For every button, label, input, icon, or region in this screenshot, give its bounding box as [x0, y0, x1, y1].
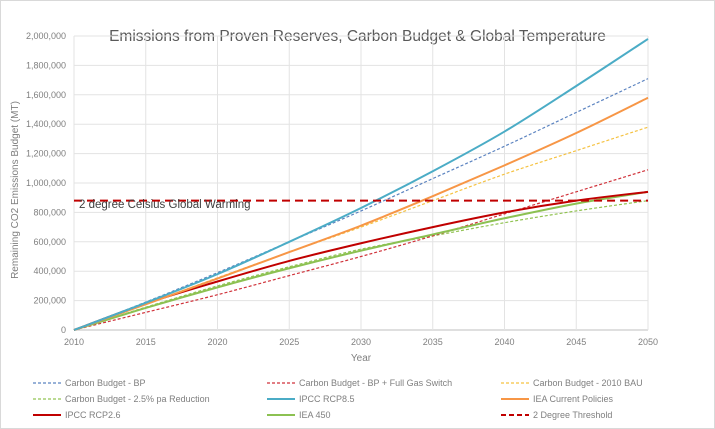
- series-lines: [73, 38, 649, 331]
- legend-label: Carbon Budget - BP + Full Gas Switch: [299, 378, 452, 388]
- legend-item: Carbon Budget - BP: [33, 378, 146, 388]
- legend-label: 2 Degree Threshold: [533, 410, 612, 420]
- x-tick-label: 2050: [638, 337, 658, 347]
- legend-item: Carbon Budget - 2.5% pa Reduction: [33, 394, 210, 404]
- series-line-iea-450: [73, 190, 649, 331]
- legend-item: IEA Current Policies: [501, 394, 614, 404]
- legend-item: IPCC RCP8.5: [267, 394, 355, 404]
- series-line-iea-current-policies: [73, 96, 649, 331]
- y-tick-label: 1,000,000: [26, 178, 66, 188]
- legend-label: Carbon Budget - 2010 BAU: [533, 378, 643, 388]
- y-tick-label: 1,400,000: [26, 119, 66, 129]
- legend-item: IPCC RCP2.6: [33, 410, 121, 420]
- series-line-carbon-budget-2010-bau: [73, 126, 649, 331]
- x-tick-label: 2025: [279, 337, 299, 347]
- x-axis-ticks: 2010 2015 2020 2025 2030 2035 2040 2045 2050: [64, 337, 658, 347]
- y-tick-label: 200,000: [33, 296, 66, 306]
- x-tick-label: 2030: [351, 337, 371, 347]
- x-tick-label: 2035: [423, 337, 443, 347]
- threshold-annotation: 2 degree Celsius Global Warming: [79, 199, 251, 211]
- y-tick-label: 1,600,000: [26, 90, 66, 100]
- legend-label: IEA Current Policies: [533, 394, 614, 404]
- x-tick-label: 2040: [494, 337, 514, 347]
- series-line-carbon-budget-bp-full-gas-switch: [73, 169, 649, 331]
- legend-item: IEA 450: [267, 410, 331, 420]
- y-tick-label: 800,000: [33, 207, 66, 217]
- legend-item: Carbon Budget - 2010 BAU: [501, 378, 643, 388]
- legend-item: Carbon Budget - BP + Full Gas Switch: [267, 378, 452, 388]
- legend-label: Carbon Budget - 2.5% pa Reduction: [65, 394, 210, 404]
- y-axis-ticks: 0 200,000 400,000 600,000 800,000 1,000,000 1,…: [26, 31, 66, 335]
- y-tick-label: 600,000: [33, 237, 66, 247]
- series-line-carbon-budget-bp: [73, 78, 649, 331]
- y-axis-title: Remaining CO2 Emissions Budget (MT): [10, 101, 21, 279]
- legend-label: IPCC RCP8.5: [299, 394, 355, 404]
- legend-label: IEA 450: [299, 410, 331, 420]
- y-tick-label: 1,200,000: [26, 149, 66, 159]
- y-tick-label: 400,000: [33, 266, 66, 276]
- y-tick-label: 1,800,000: [26, 60, 66, 70]
- series-line-ipcc-rcp8-5: [73, 38, 649, 331]
- legend-item: 2 Degree Threshold: [501, 410, 612, 420]
- x-tick-label: 2020: [207, 337, 227, 347]
- x-axis-title: Year: [351, 353, 372, 364]
- x-tick-label: 2045: [566, 337, 586, 347]
- y-tick-label: 2,000,000: [26, 31, 66, 41]
- y-tick-label: 0: [61, 325, 66, 335]
- x-tick-label: 2015: [136, 337, 156, 347]
- x-tick-label: 2010: [64, 337, 84, 347]
- legend: Carbon Budget - BP Carbon Budget - BP + F…: [33, 378, 643, 420]
- grid: [73, 35, 649, 331]
- legend-label: IPCC RCP2.6: [65, 410, 121, 420]
- legend-label: Carbon Budget - BP: [65, 378, 146, 388]
